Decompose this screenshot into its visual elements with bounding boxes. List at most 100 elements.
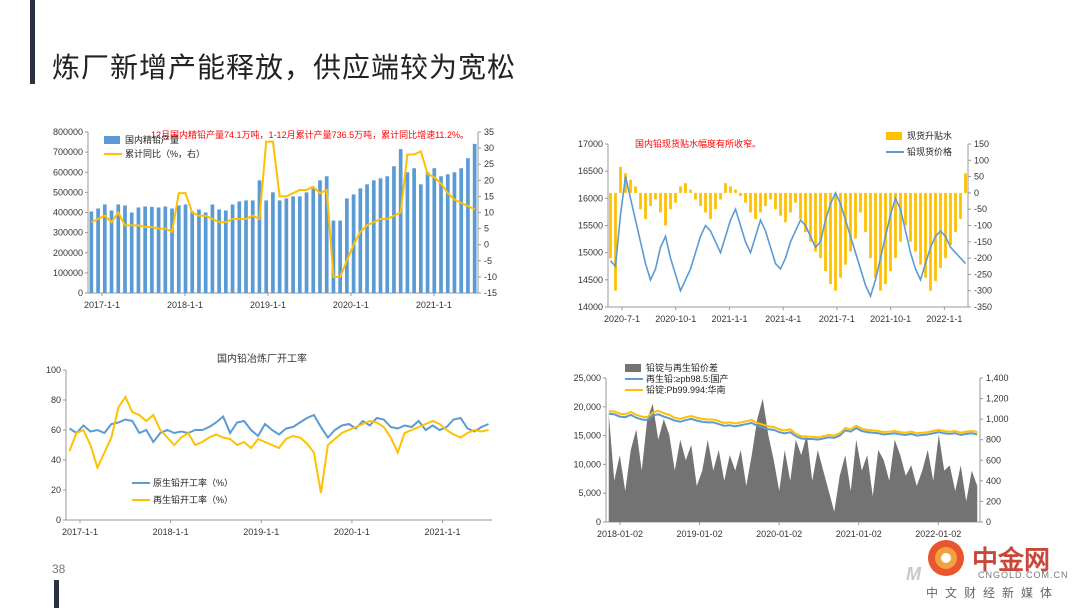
y-tick-label: 400000	[53, 208, 83, 218]
x-tick-label: 2020-10-1	[655, 314, 696, 324]
bar-0	[644, 192, 647, 219]
bar-0	[944, 192, 947, 259]
bar-0	[183, 204, 188, 293]
bar-0	[324, 176, 329, 293]
x-tick-label: 2019-1-1	[243, 527, 279, 537]
legend-label: 铅锭:Pb99.994:华南	[646, 384, 726, 395]
bar-0	[854, 192, 857, 239]
x-tick-label: 2019-01-02	[677, 529, 723, 539]
bar-0	[889, 192, 892, 272]
legend-swatch	[625, 364, 641, 372]
bar-0	[729, 186, 732, 193]
bar-0	[197, 209, 201, 293]
bar-0	[879, 192, 882, 291]
bar-0	[899, 192, 902, 242]
bar-0	[311, 188, 316, 293]
bar-0	[418, 184, 423, 293]
y2-tick-label: -250	[974, 269, 992, 279]
bar-0	[291, 196, 295, 293]
y-tick-label: 14500	[578, 275, 603, 285]
x-tick-label: 2018-1-1	[153, 527, 189, 537]
y2-tick-label: 50	[974, 172, 984, 182]
y-tick-label: 60	[51, 425, 61, 435]
bar-0	[809, 192, 812, 242]
legend-swatch	[886, 132, 902, 140]
y2-tick-label: 30	[484, 143, 494, 153]
legend-label: 累计同比（%，右）	[125, 148, 205, 159]
bar-0	[358, 188, 363, 293]
bar-0	[271, 192, 275, 293]
bar-0	[116, 204, 121, 293]
bar-0	[749, 192, 752, 213]
y2-tick-label: -300	[974, 286, 992, 296]
bar-0	[859, 192, 862, 213]
y2-tick-label: -200	[974, 253, 992, 263]
chart-lead-production: 0 100000 200000 300000 400000 500000 600000 700…	[53, 127, 497, 310]
bar-0	[150, 206, 154, 293]
bar-0	[629, 179, 632, 193]
legend-label: 再生铅:≥pb98.5:国产	[646, 373, 728, 384]
bar-0	[909, 192, 912, 242]
bar-0	[704, 192, 707, 213]
bar-0	[799, 192, 802, 219]
bar-0	[764, 192, 767, 206]
bar-0	[452, 172, 457, 293]
x-tick-label: 2021-7-1	[819, 314, 855, 324]
bar-0	[223, 210, 228, 293]
bar-0	[739, 192, 742, 197]
y-tick-label: 20,000	[573, 402, 601, 412]
x-tick-label: 2021-4-1	[765, 314, 801, 324]
x-tick-label: 2020-1-1	[334, 527, 370, 537]
y2-tick-label: -100	[974, 221, 992, 231]
y-tick-label: 5,000	[578, 488, 601, 498]
line-series-1	[68, 394, 489, 494]
bar-0	[779, 192, 782, 216]
y2-tick-label: 10	[484, 208, 494, 218]
y2-tick-label: 600	[986, 455, 1001, 465]
y-tick-label: 40	[51, 455, 61, 465]
legend-swatch	[104, 136, 120, 144]
footer-accent-bar	[54, 580, 59, 608]
bar-0	[914, 192, 917, 252]
watermark-tagline: 中文财经新媒体	[926, 586, 1060, 600]
chart-smelter-operating-rate: 0 20 40 60 80 100 2017-1-1 2018-1-1 2019-1-1 2020…	[46, 352, 492, 537]
bar-0	[924, 192, 927, 278]
bar-0	[674, 192, 677, 203]
bar-0	[964, 173, 967, 193]
bar-0	[759, 192, 762, 213]
y-tick-label: 17000	[578, 139, 603, 149]
bar-0	[639, 192, 642, 210]
bar-0	[619, 166, 622, 193]
bar-0	[398, 149, 403, 293]
y2-tick-label: 200	[986, 496, 1001, 506]
bar-0	[709, 192, 712, 219]
bar-0	[472, 143, 477, 293]
y-tick-label: 10,000	[573, 459, 601, 469]
y-tick-label: 100	[46, 365, 61, 375]
bar-0	[949, 192, 952, 246]
bar-0	[954, 192, 957, 233]
bar-0	[365, 184, 369, 293]
bar-0	[203, 212, 208, 293]
bar-0	[163, 206, 168, 293]
bar-0	[230, 204, 235, 293]
bar-0	[769, 192, 772, 200]
bar-0	[425, 172, 430, 293]
watermark-logo: M	[906, 540, 964, 584]
x-tick-label: 2022-01-02	[915, 529, 961, 539]
svg-text:M: M	[906, 564, 922, 584]
x-tick-label: 2017-1-1	[62, 527, 98, 537]
bar-0	[123, 205, 127, 293]
legend-label: 现货升贴水	[907, 130, 952, 141]
bar-0	[412, 168, 416, 293]
bar-0	[257, 180, 262, 293]
x-tick-label: 2019-1-1	[250, 300, 286, 310]
bar-0	[659, 192, 662, 213]
y-tick-label: 20	[51, 485, 61, 495]
y2-tick-label: 0	[484, 240, 489, 250]
page-title: 炼厂新增产能释放，供应端较为宽松	[52, 51, 517, 84]
bar-0	[609, 192, 612, 259]
chart-annotation: 12月国内精铅产量74.1万吨，1-12月累计产量736.5万吨，累计同比增速1…	[151, 129, 469, 140]
bar-0	[624, 173, 627, 193]
